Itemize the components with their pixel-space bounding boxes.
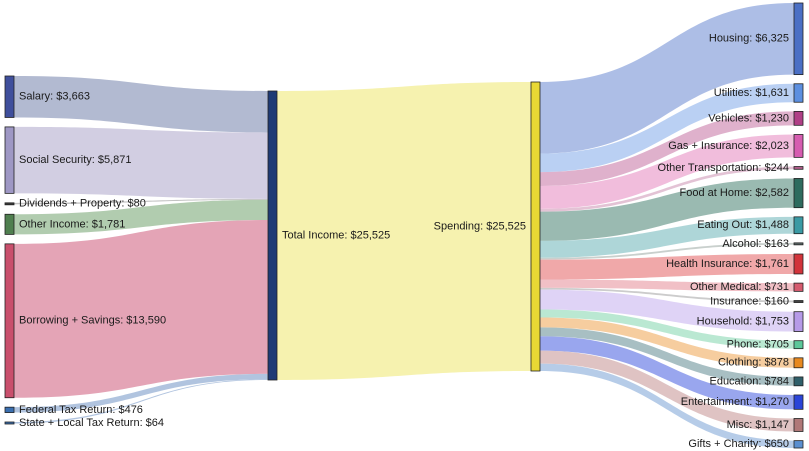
label-salary: Salary: $3,663 — [19, 91, 90, 103]
node-utilities — [793, 83, 804, 103]
label-phone: Phone: $705 — [727, 339, 789, 351]
flow-misc — [540, 350, 794, 432]
flow-insurance — [540, 287, 794, 303]
flow-phone — [540, 309, 794, 349]
node-entertainment — [793, 394, 804, 410]
label-eating-out: Eating Out: $1,488 — [697, 219, 789, 231]
label-other-transportation: Other Transportation: $244 — [658, 162, 789, 174]
flow-alcohol — [540, 242, 794, 260]
flow-other-transportation — [540, 166, 794, 212]
label-health-insurance: Health Insurance: $1,761 — [666, 258, 789, 270]
node-other-medical — [793, 282, 804, 292]
label-education: Education: $784 — [709, 375, 789, 387]
flow-federal-tax-return — [14, 373, 268, 413]
flow-household — [540, 289, 794, 332]
flow-dividends-property — [14, 198, 268, 205]
label-vehicles: Vehicles: $1,230 — [708, 112, 789, 124]
label-utilities: Utilities: $1,631 — [714, 87, 789, 99]
node-gas-insurance — [793, 134, 804, 158]
label-gas-insurance: Gas + Insurance: $2,023 — [668, 140, 789, 152]
flow-housing — [540, 3, 794, 154]
label-alcohol: Alcohol: $163 — [722, 238, 789, 250]
node-salary — [4, 75, 15, 118]
node-dividends-property — [4, 202, 15, 206]
node-state-local-tax-return — [4, 421, 15, 425]
label-other-medical: Other Medical: $731 — [690, 281, 789, 293]
label-spending: Spending: $25,525 — [434, 220, 526, 232]
flow-other-medical — [540, 279, 794, 292]
flows-layer — [14, 3, 794, 448]
flow-gas-insurance — [540, 134, 794, 209]
node-alcohol — [793, 242, 804, 246]
flow-other-income — [14, 199, 268, 235]
node-gifts-charity — [793, 440, 804, 449]
flow-entertainment — [540, 336, 794, 410]
node-social-security — [4, 126, 15, 194]
node-spending — [530, 81, 541, 372]
node-other-income — [4, 213, 15, 235]
label-federal-tax-return: Federal Tax Return: $476 — [19, 404, 143, 416]
flow-social-security — [14, 126, 268, 199]
flow-eating-out — [540, 216, 794, 258]
flow-state-local-tax-return — [14, 379, 268, 424]
label-borrowing-savings: Borrowing + Savings: $13,590 — [19, 315, 166, 327]
label-dividends-property: Dividends + Property: $80 — [19, 198, 146, 210]
node-food-at-home — [793, 178, 804, 209]
node-household — [793, 311, 804, 332]
flow-salary — [14, 76, 268, 133]
node-housing — [793, 2, 804, 76]
flow-utilities — [540, 83, 794, 173]
label-misc: Misc: $1,147 — [727, 419, 789, 431]
labels-layer: Salary: $3,663 Social Security: $5,871 Div… — [19, 33, 789, 451]
flow-health-insurance — [540, 254, 794, 280]
flow-education — [540, 327, 794, 386]
label-housing: Housing: $6,325 — [709, 33, 789, 45]
node-eating-out — [793, 216, 804, 235]
node-total-income — [267, 90, 278, 381]
flow-vehicles — [540, 111, 794, 187]
node-vehicles — [793, 110, 804, 126]
node-insurance — [793, 300, 804, 303]
flow-total-to-spending — [277, 82, 531, 380]
label-insurance: Insurance: $160 — [710, 295, 789, 307]
node-other-transportation — [793, 166, 804, 170]
label-social-security: Social Security: $5,871 — [19, 154, 132, 166]
label-household: Household: $1,753 — [697, 316, 789, 328]
node-education — [793, 376, 804, 387]
label-gifts-charity: Gifts + Charity: $650 — [688, 438, 789, 450]
label-food-at-home: Food at Home: $2,582 — [680, 187, 789, 199]
label-total-income: Total Income: $25,525 — [282, 229, 390, 241]
label-other-income: Other Income: $1,781 — [19, 218, 125, 230]
flow-gifts-charity — [540, 363, 794, 448]
flow-borrowing-savings — [14, 220, 268, 398]
node-misc — [793, 418, 804, 432]
label-clothing: Clothing: $878 — [718, 357, 789, 369]
nodes-layer — [4, 2, 804, 449]
label-entertainment: Entertainment: $1,270 — [681, 396, 789, 408]
flow-food-at-home — [540, 178, 794, 241]
label-state-local-tax-return: State + Local Tax Return: $64 — [19, 417, 164, 429]
node-health-insurance — [793, 253, 804, 275]
node-clothing — [793, 357, 804, 369]
node-borrowing-savings — [4, 243, 15, 399]
flow-clothing — [540, 317, 794, 368]
node-phone — [793, 340, 804, 350]
node-federal-tax-return — [4, 406, 15, 413]
